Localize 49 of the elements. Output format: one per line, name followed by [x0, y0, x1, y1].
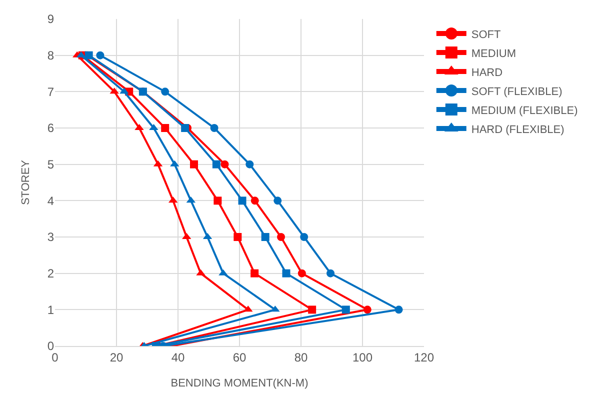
y-tick-label: 7: [47, 84, 54, 99]
legend-label: MEDIUM (FLEXIBLE): [471, 104, 578, 117]
point: [238, 196, 246, 205]
point: [250, 269, 259, 278]
point: [181, 124, 190, 132]
x-tick-label: 120: [414, 350, 434, 364]
point: [282, 269, 290, 278]
point: [300, 233, 308, 241]
point: [190, 160, 198, 168]
point: [210, 124, 218, 132]
point: [212, 160, 220, 168]
x-tick-label: 60: [232, 350, 246, 364]
point: [220, 160, 229, 168]
point: [274, 196, 282, 205]
legend-label: SOFT: [471, 28, 501, 41]
y-tick-label: 4: [47, 194, 54, 208]
x-axis-title: BENDING MOMENT(KN-M): [170, 378, 308, 390]
point: [298, 269, 306, 278]
point: [250, 196, 259, 205]
y-tick-label: 0: [47, 339, 54, 354]
point: [342, 306, 350, 314]
point: [161, 124, 170, 132]
point: [326, 269, 335, 278]
point: [363, 306, 372, 314]
legend-label: HARD: [471, 66, 503, 79]
legend-label: MEDIUM: [471, 48, 516, 60]
y-tick-label: 3: [47, 230, 54, 244]
point: [234, 233, 242, 241]
point: [394, 306, 403, 314]
y-axis-title: STOREY: [20, 159, 32, 206]
y-tick-label: 2: [47, 266, 54, 281]
x-tick-label: 100: [352, 350, 373, 364]
x-tick-label: 80: [294, 350, 308, 364]
point: [277, 233, 286, 241]
legend-label: SOFT (FLEXIBLE): [471, 86, 562, 98]
point: [261, 233, 270, 241]
point: [96, 51, 104, 60]
y-tick-label: 5: [47, 158, 54, 172]
y-tick-label: 8: [47, 48, 54, 63]
point: [246, 160, 254, 168]
y-tick-label: 6: [47, 121, 54, 136]
x-tick-label: 40: [171, 350, 185, 364]
legend-label: HARD (FLEXIBLE): [471, 124, 564, 136]
y-tick-label: 1: [47, 302, 54, 317]
y-tick-label: 9: [47, 12, 54, 26]
point: [214, 196, 222, 205]
point: [308, 306, 316, 314]
x-tick-label: 20: [110, 350, 124, 364]
point: [161, 88, 170, 96]
